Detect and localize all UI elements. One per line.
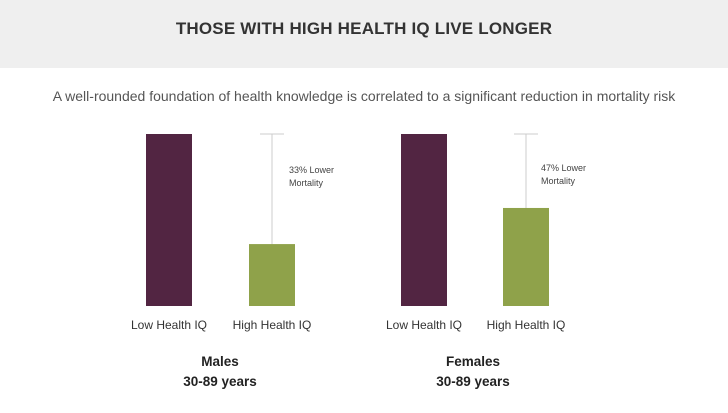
group-label-males-line2: 30-89 years xyxy=(183,374,257,389)
bar-low-health-iq xyxy=(401,134,447,306)
mortality-annotation: 47% Lower xyxy=(541,163,586,173)
category-label: Low Health IQ xyxy=(131,318,207,332)
chart-title: THOSE WITH HIGH HEALTH IQ LIVE LONGER xyxy=(175,19,553,38)
group-label-males-line1: Males xyxy=(201,354,239,369)
bar-high-health-iq xyxy=(503,207,549,306)
category-label: Low Health IQ xyxy=(386,318,462,332)
mortality-annotation: Mortality xyxy=(541,176,576,186)
group-label-males: Males 30-89 years xyxy=(120,352,320,392)
bar-low-health-iq xyxy=(146,134,192,306)
header-band xyxy=(0,0,728,68)
mortality-annotation: Mortality xyxy=(289,178,324,188)
bar-high-health-iq xyxy=(249,244,295,306)
chart-subtitle: A well-rounded foundation of health know… xyxy=(52,88,676,104)
category-label: High Health IQ xyxy=(487,318,566,332)
group-label-females-line1: Females xyxy=(445,354,501,369)
group-label-females-line2: 30-89 years xyxy=(436,374,510,389)
group-label-females: Females 30-89 years xyxy=(373,352,573,392)
mortality-annotation: 33% Lower xyxy=(289,165,334,175)
category-label: High Health IQ xyxy=(233,318,312,332)
